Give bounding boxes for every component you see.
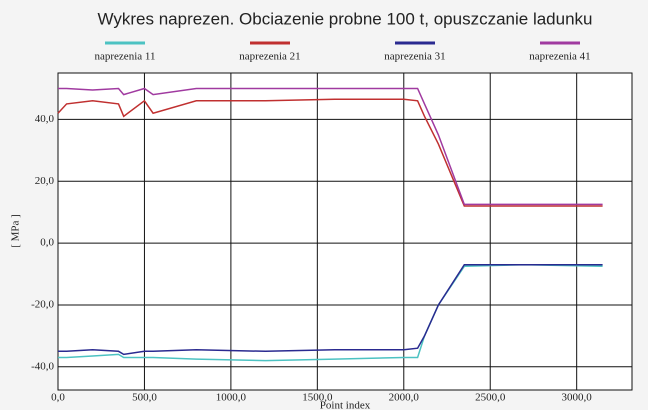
legend-label: naprezenia 41	[529, 51, 590, 63]
series-line	[57, 98, 603, 207]
series-line	[58, 263, 603, 356]
legend-label: naprezenia 11	[95, 51, 156, 63]
y-tick-label: -20,0	[31, 298, 54, 310]
x-tick-label: 500,0	[132, 392, 157, 404]
series-line	[58, 87, 603, 206]
plot-border	[57, 72, 633, 391]
chart-title: Wykres naprezen. Obciazenie probne 100 t…	[97, 9, 592, 28]
y-axis-label: [ MPa ]	[10, 214, 22, 248]
x-tick-label: 3000,0	[562, 392, 593, 404]
x-tick-label: 2000,0	[389, 392, 420, 404]
x-axis-label: Point index	[320, 400, 371, 410]
x-tick-label: 1500,0	[302, 392, 333, 404]
x-tick-label: 1000,0	[216, 392, 247, 404]
legend-label: naprezenia 21	[239, 51, 300, 63]
y-tick-label: 40,0	[35, 113, 55, 125]
y-tick-label: 20,0	[35, 175, 55, 187]
x-tick-label: 0,0	[51, 392, 65, 404]
plot-area	[58, 73, 632, 390]
y-tick-label: 0,0	[40, 237, 54, 249]
x-tick-label: 2500,0	[475, 392, 506, 404]
y-tick-label: -40,0	[31, 360, 54, 372]
legend-label: naprezenia 31	[384, 51, 445, 63]
